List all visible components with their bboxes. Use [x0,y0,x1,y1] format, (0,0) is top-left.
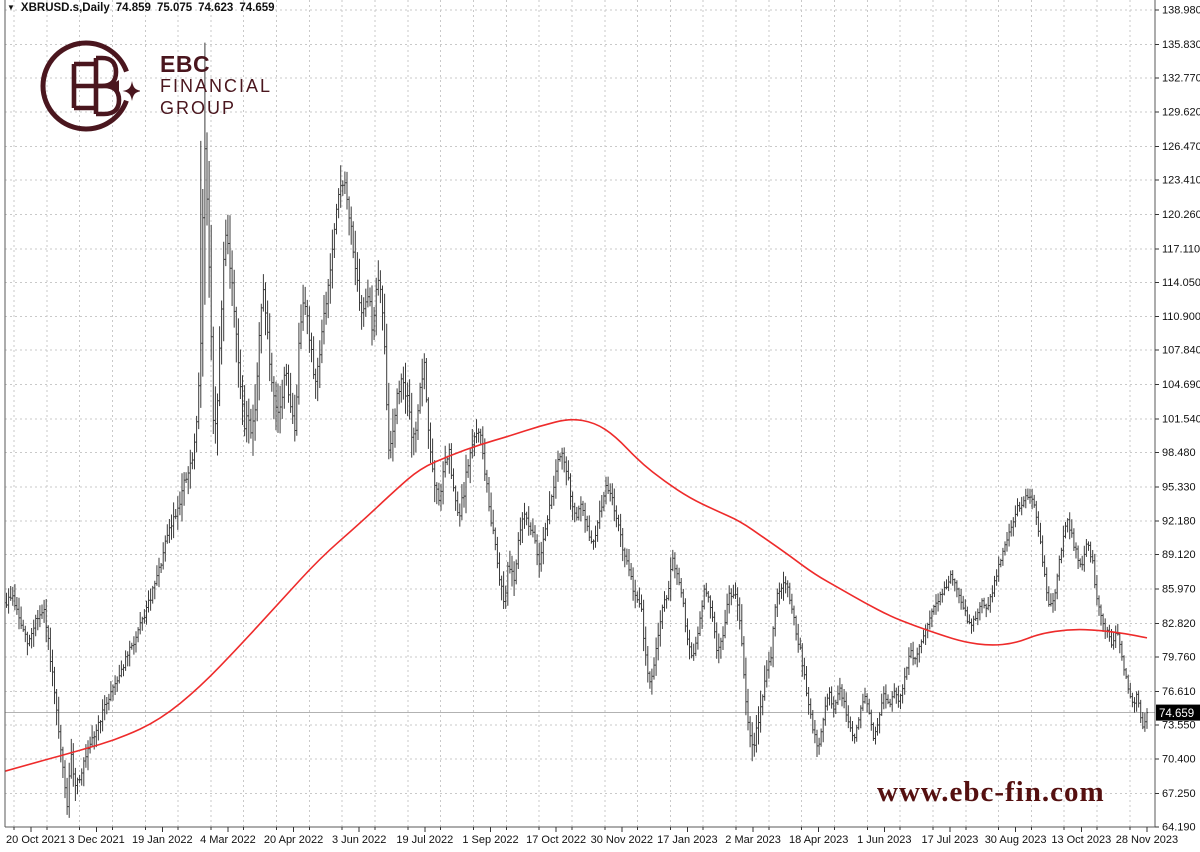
ohlc-low-value: 74.623 [198,2,234,14]
svg-text:17 Jul 2023: 17 Jul 2023 [922,834,979,846]
svg-text:107.840: 107.840 [1162,345,1200,357]
svg-text:20 Oct 2021: 20 Oct 2021 [6,834,66,846]
svg-text:104.690: 104.690 [1162,379,1200,391]
svg-text:132.770: 132.770 [1162,72,1200,84]
chart-title: ▼ XBRUSD.s,Daily 74.859 75.075 74.623 74… [7,2,275,14]
svg-text:3 Jun 2022: 3 Jun 2022 [332,834,386,846]
svg-text:73.550: 73.550 [1162,719,1196,731]
svg-text:67.250: 67.250 [1162,788,1196,800]
svg-text:3 Dec 2021: 3 Dec 2021 [68,834,124,846]
svg-text:30 Aug 2023: 30 Aug 2023 [985,834,1047,846]
svg-text:18 Apr 2023: 18 Apr 2023 [789,834,848,846]
current-price-tag: 74.659 [1156,704,1200,721]
svg-text:19 Jan 2022: 19 Jan 2022 [132,834,193,846]
ohlc-open-value: 74.859 [115,2,151,14]
svg-text:76.610: 76.610 [1162,686,1196,698]
ohlc-close-value: 74.659 [239,2,275,14]
svg-text:17 Oct 2022: 17 Oct 2022 [526,834,586,846]
svg-text:101.540: 101.540 [1162,414,1200,426]
svg-text:114.050: 114.050 [1162,277,1200,289]
symbol-timeframe-label: XBRUSD.s,Daily [20,2,110,14]
symbol-dropdown-icon[interactable]: ▼ [7,3,15,12]
svg-text:92.180: 92.180 [1162,516,1196,528]
logo-text-financial: FINANCIAL [160,76,273,97]
svg-text:98.480: 98.480 [1162,447,1196,459]
svg-text:110.900: 110.900 [1162,311,1200,323]
plot-border [4,0,1156,828]
moving-average-line [4,418,1148,772]
svg-text:17 Jan 2023: 17 Jan 2023 [657,834,718,846]
svg-text:126.470: 126.470 [1162,141,1200,153]
svg-text:74.659: 74.659 [1159,708,1194,720]
svg-text:2 Mar 2023: 2 Mar 2023 [725,834,781,846]
svg-text:28 Nov 2023: 28 Nov 2023 [1116,834,1178,846]
logo-text-ebc: EBC [160,50,211,77]
date-axis[interactable]: 20 Oct 2021 3 Dec 2021 19 Jan 2022 4 Mar 20… [6,827,1178,846]
svg-text:13 Oct 2023: 13 Oct 2023 [1051,834,1111,846]
svg-text:19 Jul 2022: 19 Jul 2022 [396,834,453,846]
svg-text:1 Jun 2023: 1 Jun 2023 [857,834,911,846]
ebc-logo-mark-icon [40,40,140,132]
ohlc-bars-series [5,42,1149,818]
svg-text:30 Nov 2022: 30 Nov 2022 [591,834,653,846]
svg-text:89.120: 89.120 [1162,549,1196,561]
logo-text-group: GROUP [160,98,237,119]
svg-text:85.970: 85.970 [1162,584,1196,596]
svg-text:95.330: 95.330 [1162,481,1196,493]
svg-text:135.830: 135.830 [1162,39,1200,51]
svg-text:1 Sep 2022: 1 Sep 2022 [462,834,518,846]
svg-text:79.760: 79.760 [1162,651,1196,663]
svg-text:120.260: 120.260 [1162,209,1200,221]
svg-text:64.190: 64.190 [1162,822,1196,834]
price-axis[interactable]: 138.980 135.830 132.770 129.620 126.470 123.4… [1155,5,1200,834]
svg-text:129.620: 129.620 [1162,107,1200,119]
svg-text:20 Apr 2022: 20 Apr 2022 [264,834,323,846]
svg-text:4 Mar 2022: 4 Mar 2022 [200,834,256,846]
svg-text:82.820: 82.820 [1162,618,1196,630]
website-watermark: www.ebc-fin.com [877,776,1105,808]
ohlc-high-value: 75.075 [156,2,193,14]
svg-text:123.410: 123.410 [1162,175,1200,187]
ebc-logo: EBC FINANCIAL GROUP [40,34,272,138]
svg-text:117.110: 117.110 [1162,243,1200,255]
svg-text:70.400: 70.400 [1162,754,1196,766]
svg-text:138.980: 138.980 [1162,5,1200,17]
